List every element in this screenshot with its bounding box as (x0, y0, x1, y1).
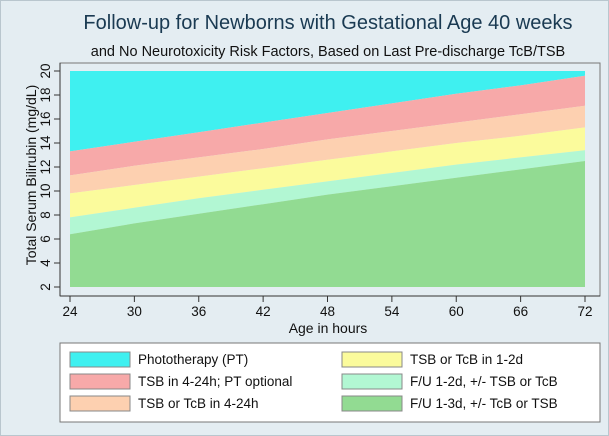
y-axis-label: Total Serum Bilirubin (mg/dL) (23, 85, 39, 266)
x-axis-label: Age in hours (289, 320, 368, 336)
legend-label: TSB or TcB in 1-2d (410, 352, 523, 367)
band-tsb-4-24h-pt-optional (70, 75, 585, 176)
x-tick-label: 54 (384, 304, 400, 319)
legend-label: TSB in 4-24h; PT optional (138, 374, 292, 389)
x-tick-label: 48 (320, 304, 335, 319)
x-tick-label: 36 (191, 304, 206, 319)
chart-title: Follow-up for Newborns with Gestational … (83, 12, 572, 34)
y-tick-label: 12 (38, 159, 53, 174)
legend: Phototherapy (PT) TSB or TcB in 1-2d TSB i… (69, 351, 558, 412)
y-tick-label: 14 (38, 135, 53, 151)
area-bands (70, 71, 585, 287)
legend-label: F/U 1-2d, +/- TSB or TcB (410, 374, 558, 389)
y-tick-label: 2 (38, 283, 53, 291)
y-tick-label: 6 (38, 235, 53, 243)
chart-subtitle: and No Neurotoxicity Risk Factors, Based… (91, 44, 565, 60)
y-tick-label: 16 (38, 111, 53, 126)
legend-label: TSB or TcB in 4-24h (138, 396, 259, 411)
y-tick-label: 4 (38, 259, 53, 267)
y-tick-label: 10 (38, 183, 53, 198)
x-tick-label: 30 (127, 304, 142, 319)
band-fu-1-3d (70, 161, 585, 287)
band-fu-1-2d (70, 150, 585, 235)
y-tick-label: 8 (38, 211, 53, 219)
x-tick-label: 24 (62, 304, 78, 319)
x-tick-label: 42 (256, 304, 271, 319)
legend-swatch (69, 351, 131, 368)
x-tick-label: 66 (513, 304, 528, 319)
legend-swatch (69, 373, 131, 390)
band-tsb-tcb-1-2d (70, 127, 585, 218)
band-phototherapy (70, 71, 585, 152)
x-axis: 24 30 36 42 48 54 60 66 72 (60, 295, 600, 319)
legend-swatch (341, 351, 403, 368)
legend-swatch (341, 395, 403, 412)
legend-label: F/U 1-3d, +/- TcB or TSB (410, 396, 558, 411)
x-tick-label: 60 (449, 304, 464, 319)
y-tick-label: 18 (38, 87, 53, 102)
y-tick-label: 20 (38, 63, 53, 78)
legend-label: Phototherapy (PT) (138, 352, 248, 367)
band-tsb-tcb-4-24h (70, 105, 585, 194)
y-axis: 2 4 6 8 10 12 14 16 18 20 (38, 63, 61, 296)
legend-swatch (341, 373, 403, 390)
legend-box (59, 342, 601, 423)
x-tick-label: 72 (577, 304, 592, 319)
legend-swatch (69, 395, 131, 412)
